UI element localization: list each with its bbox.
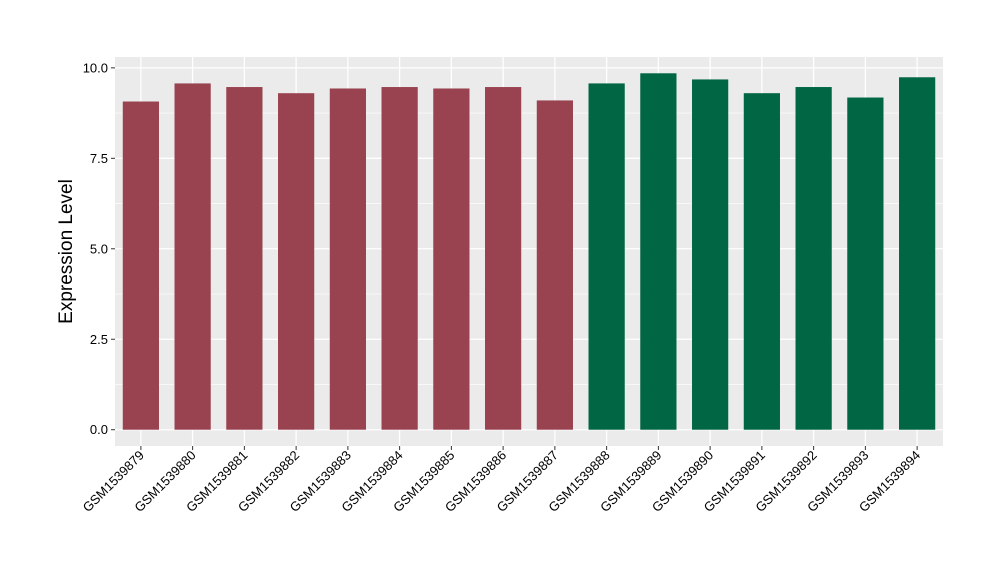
y-tick-label: 0.0: [90, 422, 108, 437]
bar: [381, 87, 418, 430]
bar: [899, 77, 936, 430]
bar: [485, 87, 522, 430]
bar: [588, 83, 625, 430]
x-axis: GSM1539879GSM1539880GSM1539881GSM1539882…: [80, 446, 923, 515]
y-tick-label: 7.5: [90, 151, 108, 166]
y-tick-label: 10.0: [83, 60, 108, 75]
y-axis-title: Expression Level: [56, 179, 77, 324]
bar: [122, 101, 159, 430]
bar: [640, 73, 677, 430]
bar: [329, 88, 366, 430]
bar: [692, 79, 729, 430]
bar: [847, 97, 884, 430]
y-axis: 0.0 2.5 5.0 7.5 10.0: [83, 60, 115, 437]
bar: [278, 93, 315, 430]
bar: [174, 83, 211, 430]
bar: [795, 87, 832, 430]
bars: [122, 73, 936, 430]
bar: [536, 100, 573, 430]
bar: [743, 93, 780, 430]
y-tick-label: 2.5: [90, 332, 108, 347]
y-tick-label: 5.0: [90, 241, 108, 256]
bar: [433, 88, 470, 430]
bar: [226, 87, 263, 430]
